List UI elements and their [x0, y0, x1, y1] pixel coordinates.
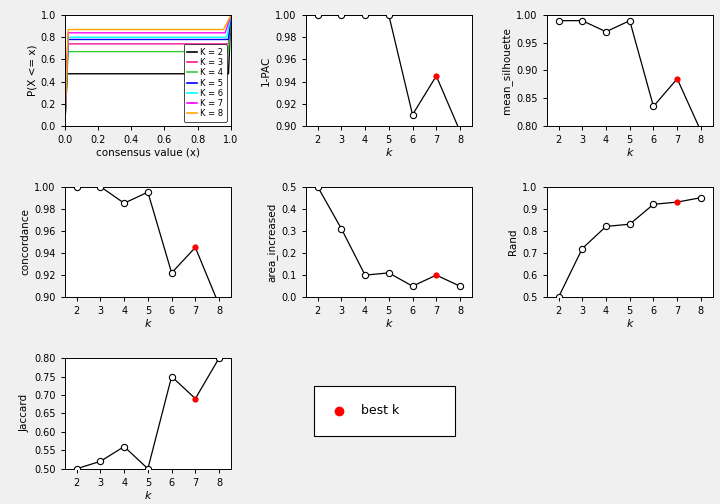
X-axis label: k: k	[626, 148, 633, 158]
X-axis label: k: k	[145, 319, 151, 329]
Y-axis label: area_increased: area_increased	[266, 202, 277, 282]
Y-axis label: concordance: concordance	[20, 209, 30, 275]
Legend: K = 2, K = 3, K = 4, K = 5, K = 6, K = 7, K = 8: K = 2, K = 3, K = 4, K = 5, K = 6, K = 7…	[184, 44, 227, 121]
X-axis label: k: k	[385, 319, 392, 329]
Y-axis label: 1-PAC: 1-PAC	[261, 55, 271, 86]
X-axis label: consensus value (x): consensus value (x)	[96, 148, 200, 158]
X-axis label: k: k	[145, 490, 151, 500]
X-axis label: k: k	[385, 148, 392, 158]
Y-axis label: Rand: Rand	[508, 229, 518, 255]
Y-axis label: mean_silhouette: mean_silhouette	[501, 27, 512, 114]
X-axis label: k: k	[626, 319, 633, 329]
Text: best k: best k	[361, 404, 399, 417]
Y-axis label: Jaccard: Jaccard	[20, 394, 30, 432]
Y-axis label: P(X <= x): P(X <= x)	[27, 45, 37, 96]
